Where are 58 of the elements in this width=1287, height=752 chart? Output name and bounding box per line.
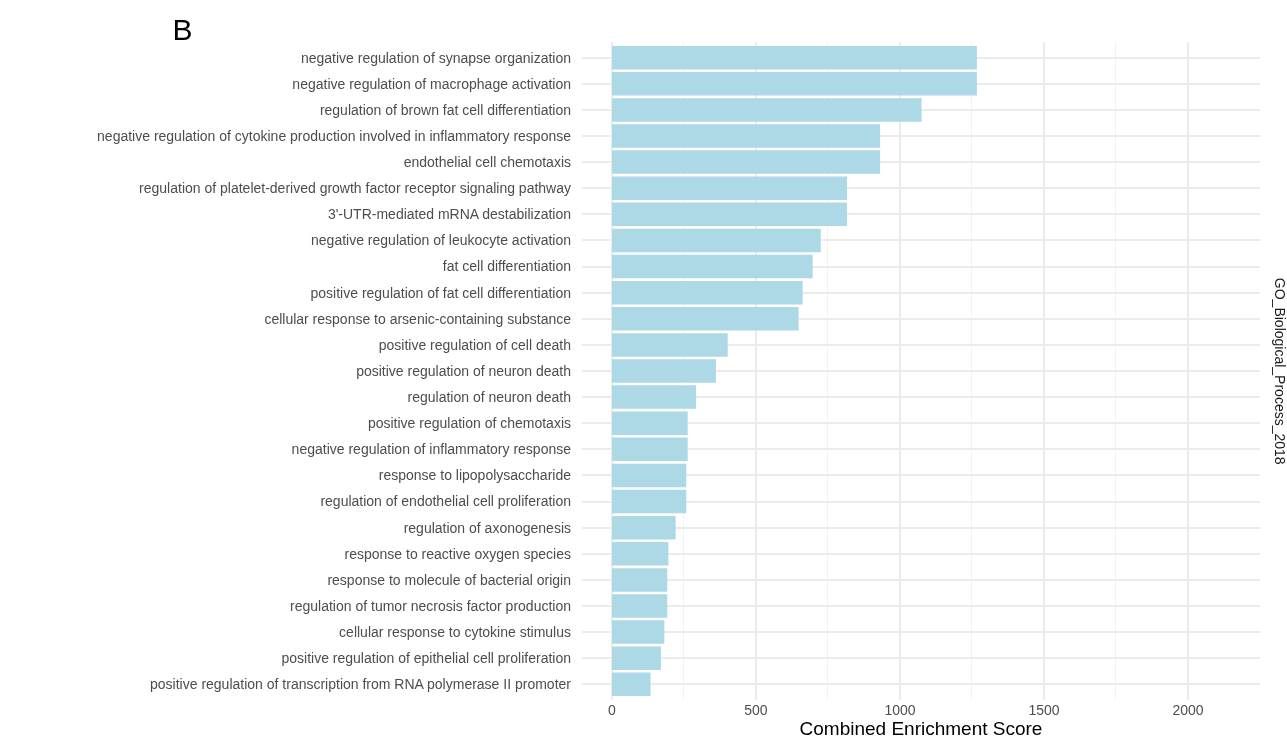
bar — [611, 672, 651, 697]
y-tick-label: positive regulation of neuron death — [356, 362, 571, 379]
x-tick-label: 1000 — [884, 702, 916, 718]
bar — [611, 124, 881, 148]
y-tick-label: negative regulation of cytokine production involved in inflammatory response — [97, 127, 572, 144]
bar — [611, 98, 922, 122]
bar — [611, 568, 668, 592]
text: GO_Biological_Process_2018 — [1272, 277, 1287, 465]
y-tick-label: response to molecule of bacterial origin — [327, 571, 571, 588]
x-axis-title: Combined Enrichment Score — [799, 718, 1043, 739]
bar — [611, 594, 668, 618]
bar — [611, 333, 728, 357]
y-tick-label: regulation of platelet-derived growth factor receptor signaling pathway — [139, 180, 571, 197]
y-tick-label: fat cell differentiation — [442, 258, 571, 275]
bar — [611, 176, 847, 200]
y-tick-label: negative regulation of inflammatory response — [291, 441, 572, 458]
y-tick-label: cellular response to cytokine stimulus — [339, 624, 571, 641]
bar — [611, 202, 847, 227]
y-tick-label: regulation of neuron death — [407, 389, 571, 406]
bar — [611, 542, 669, 566]
y-tick-label: regulation of axonogenesis — [403, 519, 571, 536]
bar — [611, 228, 821, 253]
bar — [611, 463, 687, 488]
y-tick-label: 3'-UTR-mediated mRNA destabilization — [327, 206, 571, 223]
y-tick-label: regulation of tumor necrosis factor production — [290, 597, 571, 614]
bar — [611, 280, 803, 305]
y-tick-label: positive regulation of fat cell differentiation — [310, 284, 571, 301]
bar — [611, 72, 977, 96]
bar — [611, 646, 661, 670]
bar — [611, 515, 676, 540]
bar — [611, 437, 688, 462]
bar — [611, 307, 799, 331]
y-tick-label: negative regulation of synapse organization — [300, 49, 571, 66]
bar — [611, 45, 977, 70]
y-tick-label: response to reactive oxygen species — [344, 545, 571, 562]
y-tick-label: positive regulation of chemotaxis — [367, 415, 571, 432]
y-tick-label: regulation of brown fat cell differentiation — [319, 101, 571, 118]
bar — [611, 385, 697, 409]
x-tick-label: 1500 — [1028, 702, 1060, 718]
bar — [611, 254, 813, 279]
x-tick-label: 2000 — [1172, 702, 1204, 718]
y-tick-label: positive regulation of transcription from RNA polymerase II promoter — [150, 676, 572, 693]
bar — [611, 150, 881, 174]
y-tick-label: cellular response to arsenic-containing substance — [264, 310, 572, 327]
text: B — [172, 12, 193, 46]
y-tick-label: positive regulation of cell death — [378, 336, 571, 353]
x-tick-label: 0 — [608, 702, 617, 718]
y-tick-label: negative regulation of leukocyte activation — [311, 232, 571, 249]
bar — [611, 411, 688, 435]
x-tick-label: 500 — [744, 702, 768, 718]
bar — [611, 359, 716, 383]
y-tick-label: regulation of endothelial cell proliferation — [320, 493, 571, 510]
y-tick-label: positive regulation of epithelial cell proliferation — [281, 650, 571, 667]
y-tick-label: response to lipopolysaccharide — [378, 467, 572, 484]
y-tick-label: negative regulation of macrophage activation — [292, 75, 571, 92]
bar — [611, 489, 687, 514]
bar — [611, 620, 665, 644]
y-tick-label: endothelial cell chemotaxis — [403, 154, 571, 171]
